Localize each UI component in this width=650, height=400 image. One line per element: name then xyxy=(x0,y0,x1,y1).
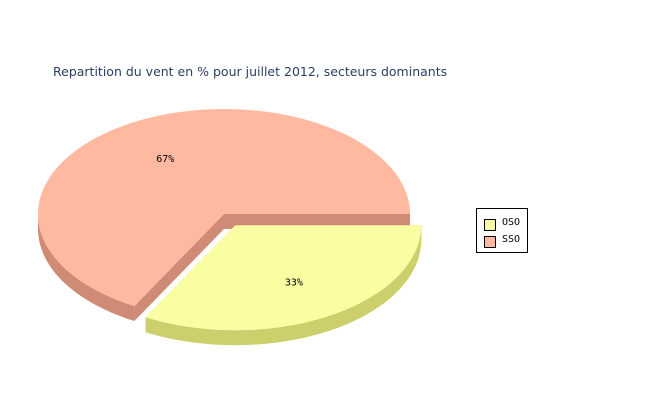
slice-sso xyxy=(38,109,410,307)
legend-label-sso: SSO xyxy=(502,234,521,245)
legend: OSO SSO xyxy=(476,208,528,253)
legend-label-oso: OSO xyxy=(502,217,521,228)
legend-swatch-oso xyxy=(484,219,496,231)
slice-wall-sso xyxy=(134,214,224,322)
slice-oso xyxy=(145,225,422,331)
slice-side-oso xyxy=(145,225,422,346)
slice-side-sso xyxy=(38,214,135,322)
chart-title: Repartition du vent en % pour juillet 20… xyxy=(53,64,448,79)
slice-label-oso: 33% xyxy=(285,277,303,288)
legend-swatch-sso xyxy=(484,236,496,248)
slice-label-sso: 67% xyxy=(156,154,174,165)
